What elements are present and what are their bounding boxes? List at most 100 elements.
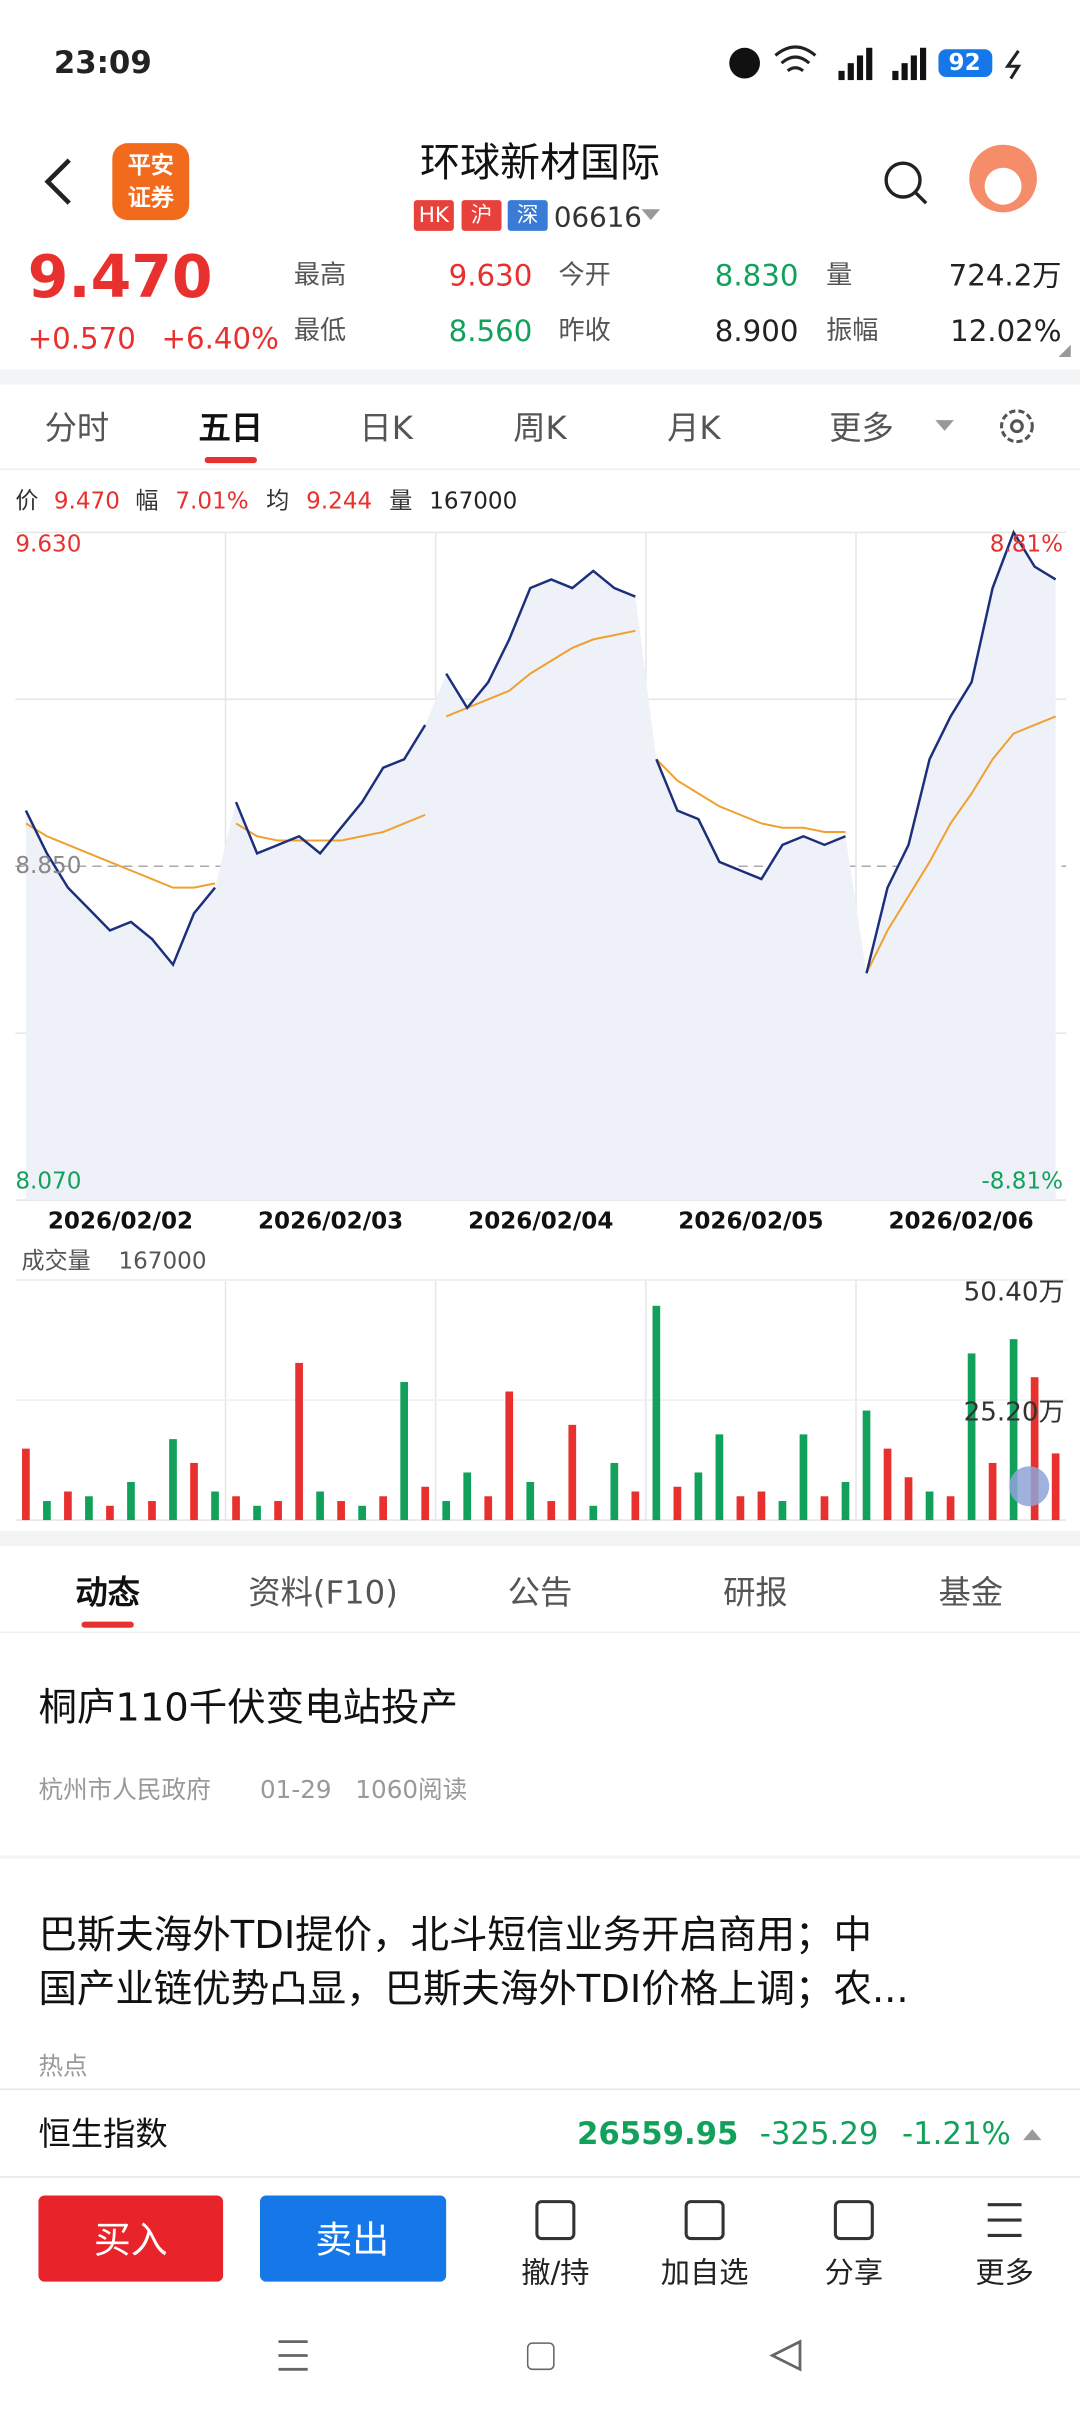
- buy-label: 买入: [94, 2219, 168, 2262]
- volume-bar: [988, 1462, 997, 1521]
- stat-value: 8.830: [715, 258, 799, 292]
- price-area: [25, 532, 1056, 1201]
- clock: 23:09: [54, 45, 152, 81]
- news-title[interactable]: 国产业链优势凸显，巴斯夫海外TDI价格上调；农...: [38, 1967, 908, 2012]
- tab[interactable]: 五日: [198, 409, 263, 447]
- news-tag: 热点: [38, 2052, 87, 2081]
- tool-label[interactable]: 加自选: [661, 2255, 749, 2289]
- volume-bar: [715, 1434, 724, 1521]
- volume-bar: [589, 1505, 598, 1521]
- volume-bar: [442, 1501, 451, 1521]
- news-date: 01-29: [260, 1775, 332, 1804]
- logo-text: 证券: [128, 185, 175, 212]
- signal-bar: [910, 55, 917, 81]
- price-line: [24, 810, 216, 968]
- index-name: 恒生指数: [38, 2115, 167, 2153]
- news-tab[interactable]: 基金: [938, 1573, 1003, 1611]
- sell-button[interactable]: [260, 2195, 447, 2282]
- x-tick-label: 2026/02/04: [468, 1209, 613, 1235]
- badge: [413, 200, 454, 231]
- buy-button[interactable]: [38, 2195, 224, 2282]
- volume-bar: [484, 1496, 493, 1521]
- fullscreen-button[interactable]: [1009, 1466, 1050, 1507]
- news-tab[interactable]: 公告: [508, 1573, 573, 1611]
- volume-bar: [568, 1424, 577, 1521]
- volume-bar: [64, 1491, 72, 1521]
- avg-line: [445, 629, 636, 718]
- volume-bar: [757, 1491, 766, 1521]
- back-button: [44, 158, 71, 205]
- tool-label[interactable]: 更多: [975, 2255, 1033, 2289]
- search-button[interactable]: [884, 161, 922, 199]
- info-value: 167000: [429, 489, 517, 515]
- tab[interactable]: 日K: [359, 409, 413, 447]
- stat-label: 昨收: [558, 316, 610, 346]
- settings-button[interactable]: [1000, 409, 1034, 444]
- info-label: 均: [266, 489, 289, 515]
- index-change: -325.29: [760, 2116, 879, 2152]
- volume-bar: [106, 1505, 114, 1521]
- tool-icon: [535, 2200, 576, 2241]
- tab-indicator: [81, 1621, 134, 1628]
- stat-label: 量: [826, 260, 852, 290]
- volume-bar: [904, 1477, 913, 1521]
- volume-bar: [631, 1491, 640, 1521]
- badge: [507, 200, 548, 231]
- news-tab[interactable]: 动态: [75, 1573, 140, 1611]
- volume-bar: [883, 1448, 892, 1521]
- battery-level: 92: [949, 50, 981, 76]
- y-tick-label: 50.40万: [964, 1277, 1065, 1307]
- battery: [938, 49, 993, 77]
- change: +0.570: [28, 322, 136, 356]
- stat-label: 今开: [558, 260, 610, 290]
- badge-text: 沪: [471, 203, 493, 228]
- tab[interactable]: 分时: [45, 409, 110, 447]
- index-value: 26559.95: [577, 2116, 738, 2152]
- volume-title: 成交量: [22, 1249, 91, 1275]
- signal-bar: [892, 70, 899, 81]
- volume-bar: [673, 1486, 682, 1521]
- volume-bar: [799, 1434, 808, 1521]
- info-value: 9.244: [306, 489, 372, 515]
- volume-bar: [925, 1491, 934, 1521]
- news-title[interactable]: 桐庐110千伏变电站投产: [38, 1685, 457, 1730]
- avg-line: [25, 822, 216, 889]
- news-title[interactable]: 巴斯夫海外TDI提价，北斗短信业务开启商用；中: [38, 1913, 872, 1958]
- tab[interactable]: 更多: [829, 409, 894, 447]
- stock-code: 06616: [554, 200, 642, 233]
- stat-value: 8.560: [449, 314, 533, 348]
- volume-bar: [778, 1501, 787, 1521]
- volume-bar: [946, 1496, 955, 1521]
- tool-label[interactable]: 分享: [825, 2255, 883, 2289]
- tool-icon: [684, 2200, 725, 2241]
- status-icon: [729, 47, 760, 79]
- news-tab[interactable]: 研报: [723, 1573, 788, 1611]
- info-label: 幅: [135, 489, 158, 515]
- volume-bar: [85, 1496, 93, 1521]
- search-handle: [914, 191, 928, 205]
- nav-back: [769, 2339, 802, 2372]
- volume-bar: [1030, 1377, 1039, 1521]
- volume-bar: [295, 1362, 303, 1521]
- volume-bar: [232, 1496, 240, 1521]
- volume-bar: [1051, 1453, 1060, 1521]
- signal-bar: [901, 63, 908, 81]
- info-label: 价: [15, 489, 38, 515]
- info-value: 9.470: [54, 489, 120, 515]
- tool-label[interactable]: 撤/持: [521, 2255, 589, 2289]
- charging-icon: [1004, 49, 1022, 80]
- info-label: 量: [389, 489, 412, 515]
- tab[interactable]: 周K: [513, 409, 567, 447]
- volume-bar: [1009, 1339, 1018, 1521]
- nav-home: [526, 2342, 555, 2371]
- signal-bar: [856, 55, 864, 81]
- expand-arrow: [1023, 2129, 1042, 2141]
- dropdown: [641, 209, 660, 221]
- badge-text: HK: [419, 203, 450, 228]
- price-line: [865, 529, 1057, 974]
- volume-bar: [526, 1481, 535, 1521]
- tab[interactable]: 月K: [667, 409, 721, 447]
- volume-bar: [190, 1462, 198, 1521]
- volume-bar: [169, 1439, 177, 1521]
- news-tab[interactable]: 资料(F10): [248, 1573, 397, 1611]
